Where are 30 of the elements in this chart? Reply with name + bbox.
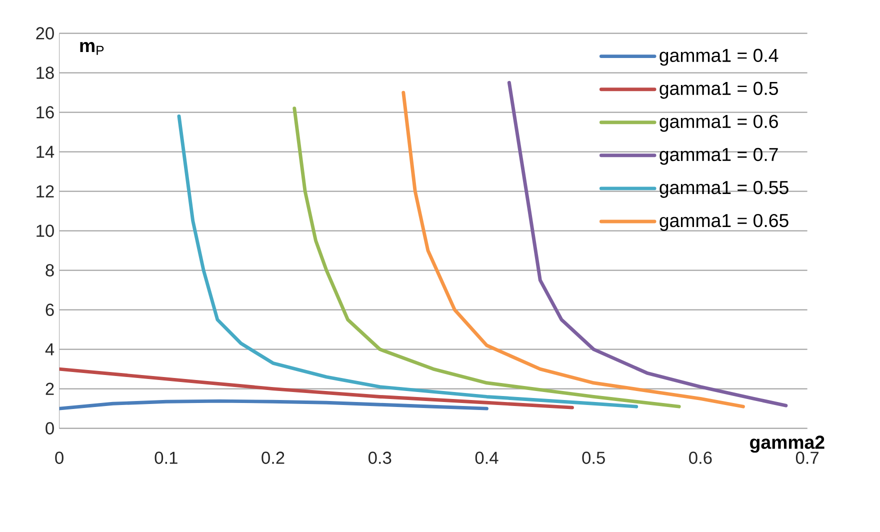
y-tick-label: 12 bbox=[36, 185, 54, 198]
line-series bbox=[177, 114, 638, 408]
x-tick-label: 0.3 bbox=[368, 452, 392, 464]
line-series bbox=[507, 80, 788, 408]
legend-label: gamma1 = 0.6 bbox=[660, 114, 778, 132]
legend-label: gamma1 = 0.4 bbox=[660, 48, 778, 66]
y-tick-label: 16 bbox=[36, 106, 54, 118]
legend-label: gamma1 = 0.5 bbox=[660, 82, 778, 99]
x-tick-label: 0.4 bbox=[475, 452, 498, 464]
y-axis-title: m$_{P}$ bbox=[80, 42, 104, 55]
legend-label: gamma1 = 0.65 bbox=[660, 214, 788, 231]
line-series bbox=[59, 399, 488, 410]
x-tick-label: 0.2 bbox=[262, 452, 284, 464]
y-tick-label: 6 bbox=[46, 304, 54, 316]
y-tick-label: 14 bbox=[36, 146, 54, 158]
y-tick-label: 0 bbox=[46, 422, 54, 434]
x-tick-label: 0.7 bbox=[796, 452, 818, 464]
y-tick-label: 10 bbox=[36, 224, 54, 237]
y-tick-label: 4 bbox=[45, 343, 54, 356]
y-tick-label: 20 bbox=[36, 27, 54, 40]
x-tick-label: 0.5 bbox=[582, 452, 605, 464]
y-tick-label: 2 bbox=[46, 382, 54, 395]
legend-label: gamma1 = 0.7 bbox=[660, 148, 778, 165]
y-tick-label: 18 bbox=[36, 66, 54, 79]
y-tick-label: 8 bbox=[46, 264, 54, 276]
x-axis-title: gamma2 bbox=[750, 436, 824, 453]
legend-label: gamma1 = 0.55 bbox=[660, 180, 788, 198]
x-tick-label: 0 bbox=[55, 452, 64, 464]
x-tick-label: 0.1 bbox=[154, 452, 178, 464]
x-tick-label: 0.6 bbox=[689, 452, 712, 464]
